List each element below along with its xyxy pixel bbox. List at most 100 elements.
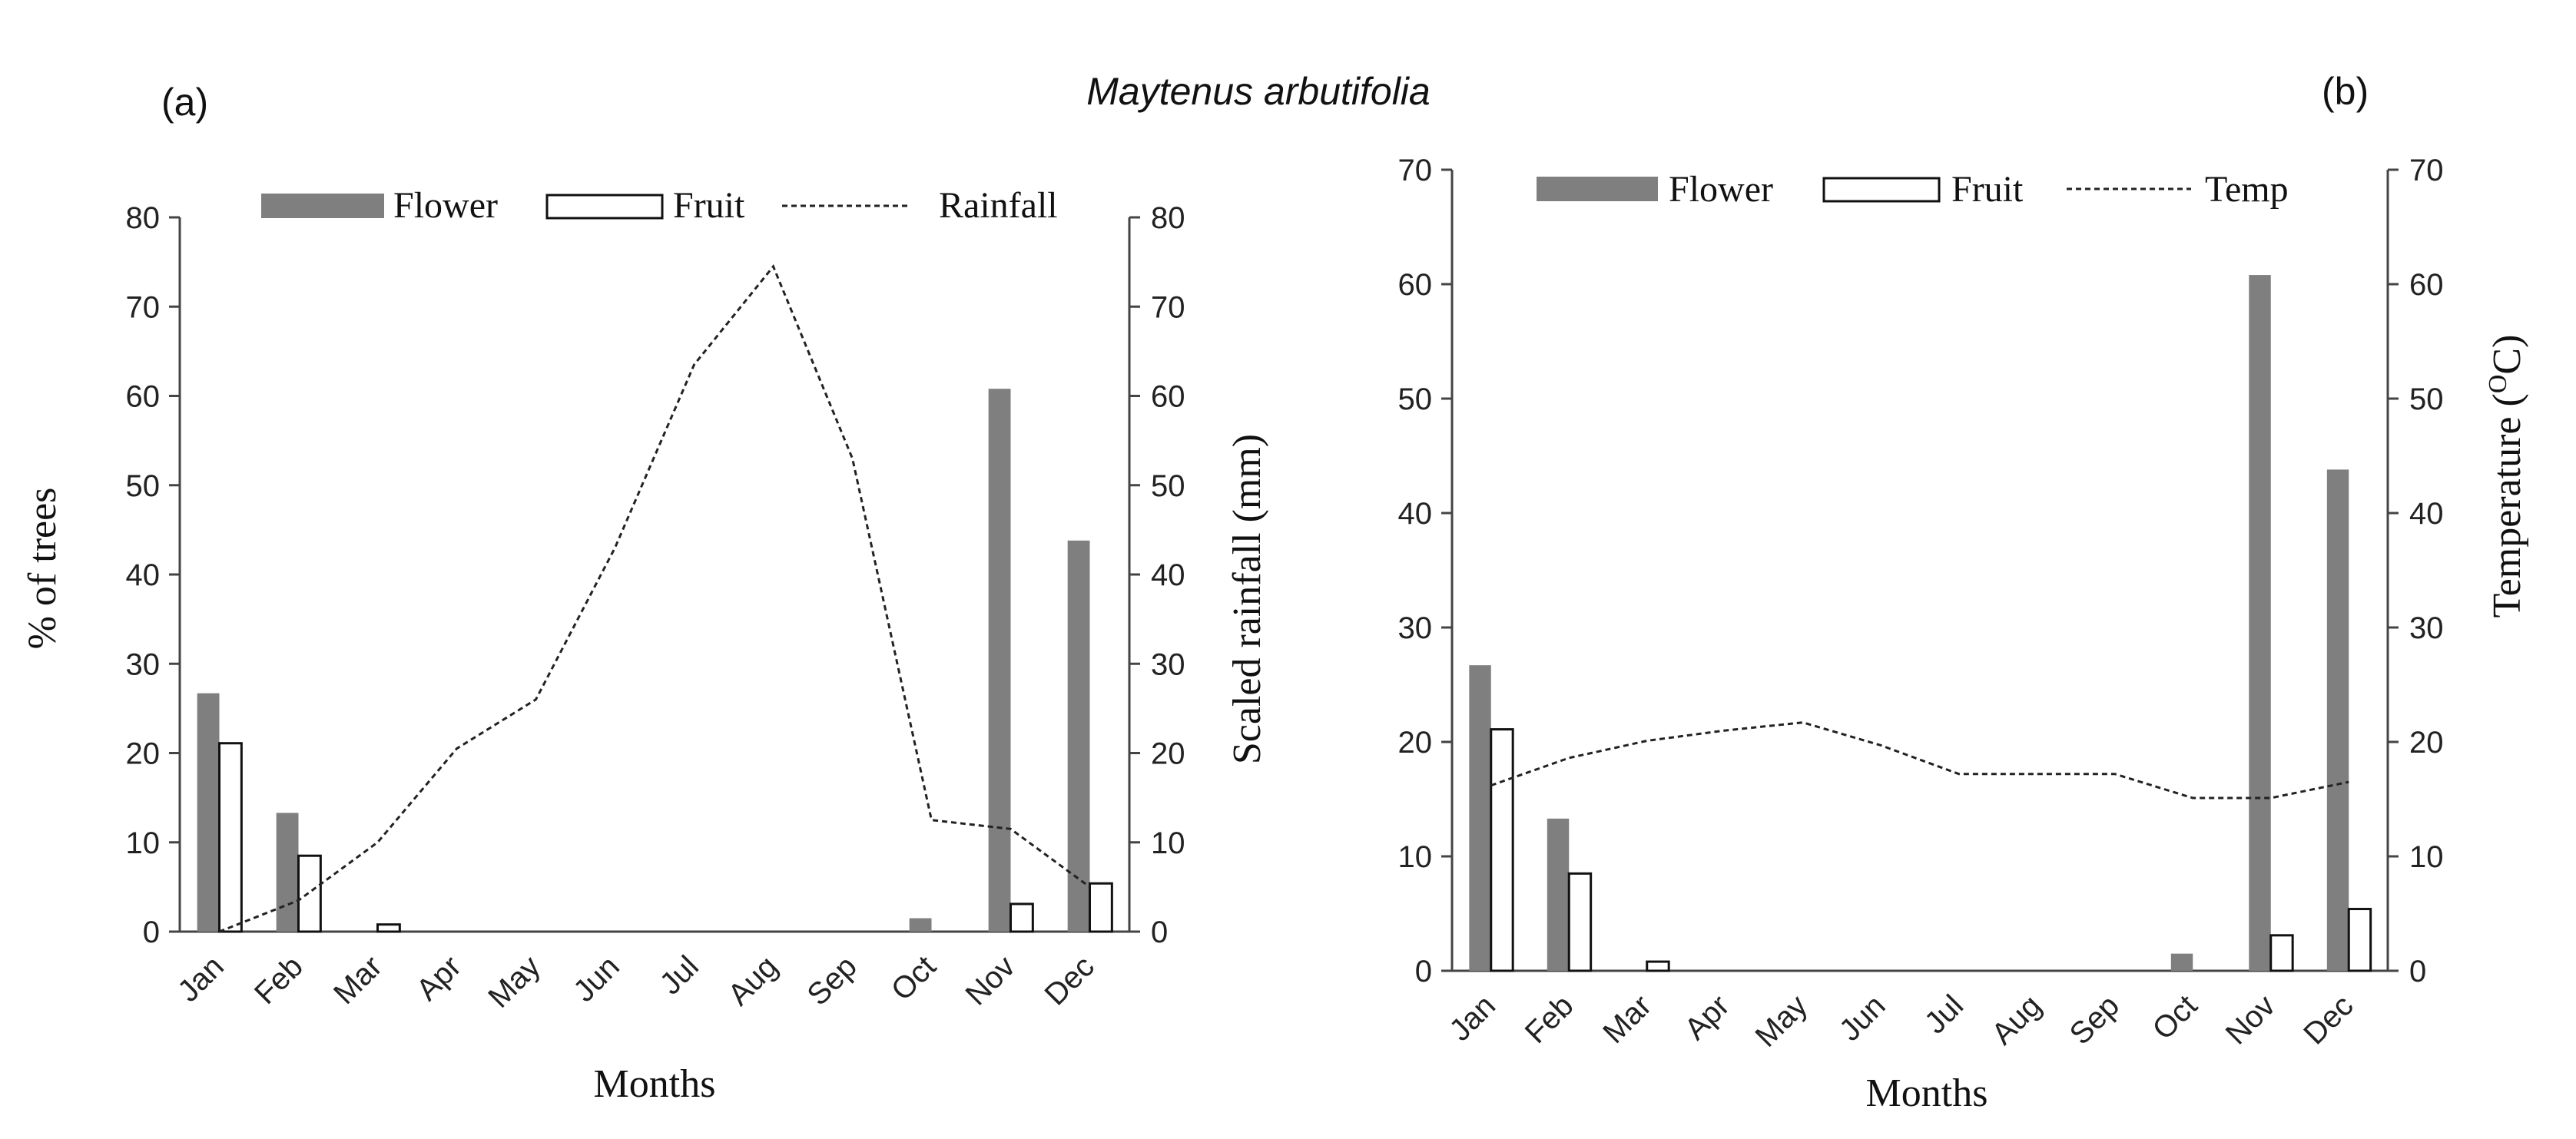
y2-tick-label: 60: [1151, 380, 1185, 414]
y2-tick-label: 30: [1151, 647, 1185, 681]
x-tick-label: Mar: [1596, 988, 1658, 1050]
legend-flower-label: Flower: [1669, 169, 1773, 210]
y2-tick-label: 10: [2409, 840, 2444, 874]
y-tick-label: 30: [126, 647, 161, 681]
x-tick-label: Feb: [248, 949, 310, 1011]
bar-fruit-nov: [1010, 902, 1034, 933]
legend-temp-label: Temp: [2205, 169, 2289, 210]
y-axis-title-left: % of trees: [21, 488, 65, 650]
bar-flower-nov: [2249, 275, 2271, 972]
bar-fruit-mar: [376, 923, 401, 933]
y-tick-label: 10: [1398, 840, 1433, 874]
y2-label-sup: O: [2484, 375, 2512, 394]
x-axis-title: Months: [1866, 1071, 1988, 1115]
bar-flower-nov: [988, 389, 1011, 932]
legend-fruit-swatch: [1822, 177, 1941, 203]
y-tick-label: 20: [126, 737, 161, 771]
legend-flower-swatch: [261, 194, 384, 218]
x-tick-label: Sep: [2064, 988, 2126, 1051]
series-temp-line: [1490, 721, 2349, 800]
y2-tick-label: 10: [1151, 826, 1185, 860]
y2-tick-label: 0: [1151, 916, 1168, 949]
x-tick-label: Feb: [1519, 988, 1580, 1050]
x-tick-label: Apr: [410, 949, 468, 1007]
x-tick-label: Oct: [885, 949, 943, 1007]
panel-a-label: (a): [161, 81, 208, 124]
bar-fruit-feb: [1567, 872, 1593, 972]
y-tick-label: 40: [126, 558, 161, 592]
bar-flower-oct: [2170, 953, 2193, 971]
x-tick-label: May: [1749, 988, 1815, 1054]
x-tick-label: Sep: [801, 949, 863, 1012]
x-tick-label: Apr: [1678, 988, 1736, 1046]
y2-tick-label: 60: [2409, 268, 2444, 302]
series-rainfall-line: [218, 264, 1091, 933]
x-tick-label: Jun: [1833, 988, 1892, 1048]
legend-fruit-swatch: [545, 194, 664, 220]
y-tick-label: 10: [126, 826, 161, 860]
x-tick-label: Jan: [171, 949, 230, 1008]
panel-b-label: (b): [2322, 70, 2369, 113]
bar-fruit-dec: [2347, 908, 2372, 972]
y2-tick-label: 70: [1151, 290, 1185, 324]
y-tick-label: 20: [1398, 726, 1433, 760]
x-tick-label: Dec: [1038, 949, 1100, 1012]
y2-tick-label: 70: [2409, 154, 2444, 187]
x-tick-label: Oct: [2146, 988, 2203, 1046]
x-tick-label: Jun: [567, 949, 626, 1008]
x-tick-label: Jul: [1918, 988, 1970, 1040]
panel-b: (b) Flower Fruit Temp Temperature (OC) M…: [1398, 70, 2530, 1115]
bar-flower-oct: [909, 918, 932, 932]
y-tick-label: 50: [1398, 382, 1433, 416]
y-tick-label: 70: [126, 290, 161, 324]
bar-flower-dec: [2326, 469, 2349, 971]
bar-fruit-mar: [1646, 960, 1670, 972]
legend-rainfall-label: Rainfall: [939, 185, 1058, 226]
y2-tick-label: 40: [2409, 497, 2444, 531]
y-tick-label: 0: [143, 916, 160, 949]
bar-fruit-jan: [1490, 728, 1514, 972]
y2-tick-label: 0: [2409, 955, 2426, 988]
y-tick-label: 60: [126, 380, 161, 414]
y-tick-label: 0: [1415, 955, 1432, 988]
bar-flower-dec: [1067, 540, 1090, 932]
chart-title: Maytenus arbutifolia: [1086, 70, 1430, 113]
bar-flower-feb: [1547, 818, 1570, 971]
bar-fruit-nov: [2269, 934, 2294, 972]
bar-fruit-dec: [1089, 882, 1113, 933]
panel-a: (a) Flower Fruit Rainfall % of trees Sca…: [21, 81, 1269, 1106]
x-tick-label: May: [482, 949, 547, 1015]
y-tick-label: 60: [1398, 268, 1433, 302]
y-tick-label: 80: [126, 201, 161, 235]
x-tick-label: Dec: [2297, 988, 2359, 1051]
y2-tick-label: 40: [1151, 558, 1185, 592]
y2-tick-label: 20: [1151, 737, 1185, 771]
x-tick-label: Jul: [654, 949, 705, 1001]
y2-label-suffix: C): [2485, 335, 2529, 375]
x-tick-label: Aug: [721, 949, 784, 1012]
x-tick-label: Aug: [1985, 988, 2047, 1051]
bar-flower-jan: [1469, 665, 1491, 971]
y-axis-title-right: Temperature (OC): [2484, 335, 2529, 618]
y2-tick-label: 50: [1151, 469, 1185, 503]
bar-fruit-jan: [218, 742, 243, 933]
x-tick-label: Nov: [959, 949, 1021, 1012]
y2-tick-label: 20: [2409, 726, 2444, 760]
y-tick-label: 40: [1398, 497, 1433, 531]
bar-flower-feb: [276, 813, 299, 932]
legend-flower-swatch: [1537, 177, 1658, 201]
legend-flower-label: Flower: [393, 185, 498, 226]
y2-tick-label: 30: [2409, 611, 2444, 645]
y2-tick-label: 50: [2409, 382, 2444, 416]
legend-fruit-label: Fruit: [673, 185, 745, 226]
legend-fruit-label: Fruit: [1951, 169, 2024, 210]
y2-label-prefix: Temperature (: [2485, 393, 2529, 618]
y2-tick-label: 80: [1151, 201, 1185, 235]
x-tick-label: Mar: [327, 949, 389, 1011]
bar-flower-jan: [197, 693, 220, 932]
x-axis-title: Months: [594, 1062, 716, 1106]
x-tick-label: Jan: [1443, 988, 1502, 1048]
x-tick-label: Nov: [2220, 988, 2282, 1051]
y-tick-label: 30: [1398, 611, 1433, 645]
